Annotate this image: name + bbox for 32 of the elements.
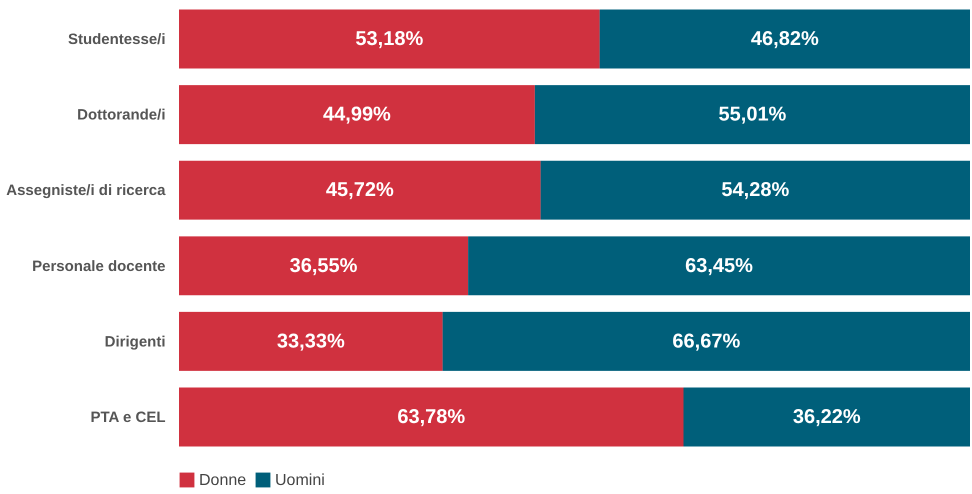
data-label: 54,28% <box>721 179 790 202</box>
bar <box>540 160 970 220</box>
data-label: 66,67% <box>672 330 740 352</box>
data-label: 55,01% <box>718 104 787 126</box>
bar <box>684 387 970 446</box>
data-label: 33,33% <box>276 330 345 352</box>
y-tick-label: Studentesse/i <box>68 31 166 48</box>
y-tick-label: Personale docente <box>32 258 166 275</box>
y-tick-label: Dirigenti <box>104 333 166 350</box>
data-label: 53,18% <box>355 28 424 50</box>
data-label: 45,72% <box>326 179 394 202</box>
bar <box>442 312 970 371</box>
data-label: 36,55% <box>290 254 358 277</box>
data-label: 46,82% <box>750 28 819 50</box>
legend-label: Donne <box>199 472 246 489</box>
bar <box>179 387 684 446</box>
bar <box>600 10 970 69</box>
bar <box>179 10 600 69</box>
bar <box>179 236 468 296</box>
bar <box>468 236 970 296</box>
data-label: 63,45% <box>685 254 754 277</box>
y-tick-label: Assegniste/i di ricerca <box>6 182 166 200</box>
bar <box>534 85 970 144</box>
bar <box>179 160 541 220</box>
data-label: 63,78% <box>397 406 466 428</box>
data-label: 36,22% <box>792 406 861 428</box>
bar <box>179 85 535 144</box>
y-tick-label: PTA e CEL <box>90 408 166 426</box>
data-label: 44,99% <box>323 104 392 126</box>
legend-label: Uomini <box>275 472 325 489</box>
y-tick-label: Dottorande/i <box>77 106 166 124</box>
bar <box>179 312 443 371</box>
